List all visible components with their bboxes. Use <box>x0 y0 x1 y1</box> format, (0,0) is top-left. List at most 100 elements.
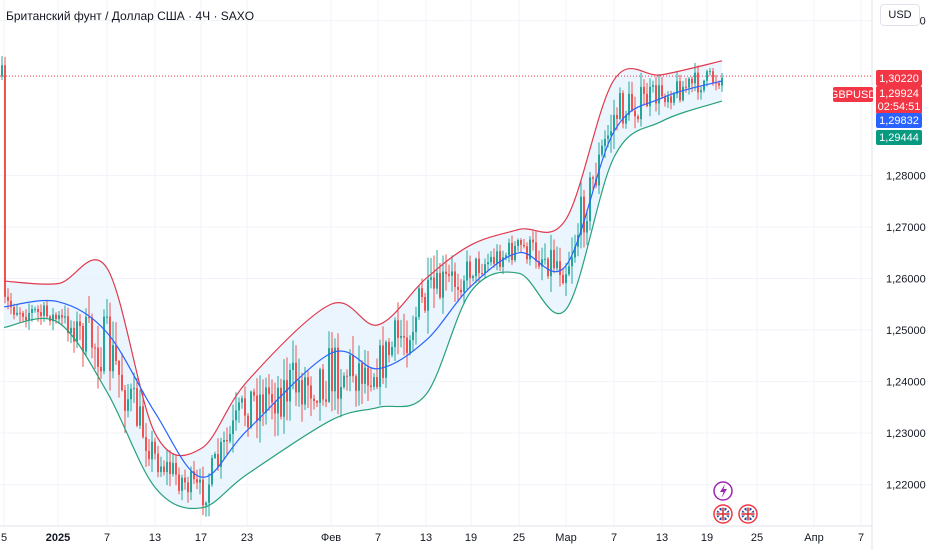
candle <box>250 390 252 429</box>
uk-flag-icon[interactable] <box>713 504 733 524</box>
candle <box>205 501 207 517</box>
candle <box>238 397 240 423</box>
last-price-text: 1,29924 <box>879 88 919 100</box>
candle <box>61 308 63 325</box>
candle <box>469 255 471 288</box>
candle <box>139 389 141 429</box>
basis-line <box>3 80 723 478</box>
candle <box>232 404 234 453</box>
candle <box>79 314 81 341</box>
basis-badge <box>876 113 922 128</box>
candle <box>208 473 210 517</box>
time-tick-label: Фев <box>321 532 341 544</box>
candle <box>637 114 639 123</box>
candle <box>478 251 480 283</box>
uk-flag-icon[interactable] <box>738 504 758 524</box>
time-tick-label: Мар <box>555 532 577 544</box>
candle <box>325 380 327 408</box>
candle <box>274 382 276 437</box>
candle <box>562 268 564 285</box>
candle <box>25 309 27 328</box>
candle <box>190 466 192 501</box>
candle <box>181 474 183 501</box>
candle <box>418 285 420 321</box>
candle <box>133 372 135 404</box>
candle <box>16 304 18 317</box>
candle <box>82 323 84 368</box>
candle <box>634 96 636 129</box>
candle <box>538 250 540 270</box>
candle <box>427 257 429 334</box>
candle <box>706 69 708 87</box>
price-tick-label: 1,27000 <box>886 222 926 234</box>
candle <box>652 80 654 93</box>
candle <box>454 262 456 302</box>
candle <box>46 300 48 320</box>
candle <box>667 91 669 108</box>
candle <box>106 299 108 324</box>
candle <box>109 302 111 391</box>
candle <box>520 238 522 253</box>
candle <box>34 306 36 313</box>
candle <box>331 332 333 412</box>
candle <box>457 273 459 303</box>
candle <box>367 351 369 402</box>
candle <box>64 305 66 324</box>
candle <box>196 469 198 490</box>
candle <box>508 238 510 263</box>
candle <box>328 331 330 404</box>
candle <box>28 303 30 330</box>
candle <box>292 340 294 390</box>
candle <box>283 359 285 434</box>
candle <box>541 247 543 281</box>
economic-events[interactable] <box>713 481 758 524</box>
candle <box>613 99 615 149</box>
candle <box>349 349 351 392</box>
candle <box>649 78 651 117</box>
candle <box>148 439 150 467</box>
candle <box>1 56 3 80</box>
candle <box>547 257 549 279</box>
price-badges: 1,30220 GBPUSD 1,29924 02:54:51 1,29832 … <box>830 70 922 145</box>
candle <box>145 423 147 467</box>
time-tick-label: 25 <box>513 532 525 544</box>
candle <box>13 303 15 320</box>
candle <box>364 349 366 394</box>
candle <box>424 292 426 314</box>
candle <box>280 378 282 420</box>
candle <box>358 345 360 406</box>
candle <box>448 264 450 283</box>
candle <box>370 367 372 392</box>
chart-grid <box>0 0 872 526</box>
time-tick-label: 7 <box>858 532 864 544</box>
symbol-badge-text: GBPUSD <box>830 89 877 101</box>
candle <box>289 363 291 421</box>
candle <box>445 254 447 291</box>
candle <box>601 139 603 157</box>
candle <box>244 386 246 427</box>
candle <box>247 413 249 437</box>
candle <box>163 460 165 476</box>
time-axis[interactable]: 5 2025 7 13 17 23 Фев 7 13 19 25 Мар 7 13 19 25 Апр 7 <box>1 532 864 544</box>
price-tick-label: 1,26000 <box>886 273 926 285</box>
price-tick-label: 1,24000 <box>886 377 926 389</box>
candle <box>304 366 306 410</box>
candle <box>619 87 621 121</box>
candle <box>334 338 336 411</box>
candle <box>316 399 318 407</box>
upper-band-badge-text: 1,30220 <box>879 73 919 85</box>
candle <box>307 370 309 409</box>
candle <box>160 456 162 478</box>
currency-button[interactable]: USD <box>880 4 920 26</box>
candle <box>391 341 393 358</box>
candle <box>100 347 102 380</box>
lightning-icon[interactable] <box>713 481 733 501</box>
candle <box>121 352 123 392</box>
candle <box>523 238 525 249</box>
candle <box>118 359 120 398</box>
candle <box>343 372 345 390</box>
candle <box>175 455 177 486</box>
candle <box>568 251 570 277</box>
chart-title: Британский фунт / Доллар США · 4Ч · SAXO <box>6 9 255 23</box>
